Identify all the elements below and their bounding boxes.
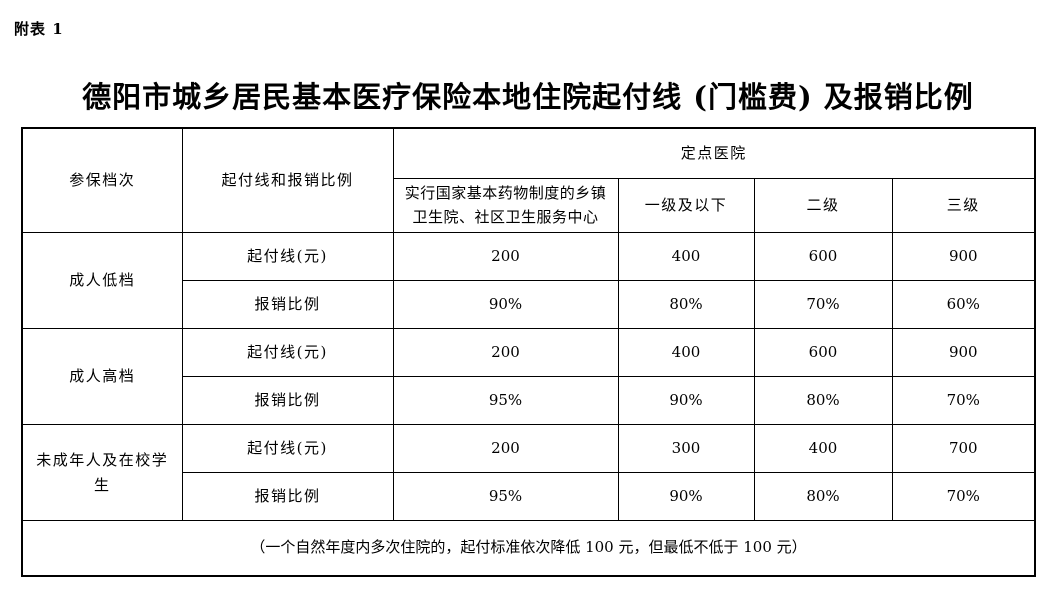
value-cell: 95% (392, 376, 619, 425)
value-cell: 600 (753, 232, 893, 281)
tier-adult-high: 成人高档 (21, 328, 183, 425)
value-cell: 95% (392, 472, 619, 521)
table-row: 报销比例 90% 80% 70% 60% (22, 280, 1036, 329)
metric-reimbursement: 报销比例 (181, 376, 394, 425)
value-cell: 200 (392, 424, 619, 473)
value-cell: 900 (891, 232, 1036, 281)
value-cell: 400 (617, 232, 755, 281)
table-row: 报销比例 95% 90% 80% 70% (22, 472, 1036, 521)
table-row: 未成年人及在校学生 起付线(元) 200 300 400 700 (21, 424, 1036, 521)
value-cell: 300 (617, 424, 755, 473)
metric-reimbursement: 报销比例 (181, 280, 394, 329)
value-cell: 90% (617, 376, 755, 425)
value-cell: 90% (392, 280, 619, 329)
metric-deductible: 起付线(元) (181, 232, 394, 281)
value-cell: 80% (753, 376, 893, 425)
tier-adult-low: 成人低档 (21, 232, 183, 329)
page-title: 德阳市城乡居民基本医疗保险本地住院起付线 (门槛费) 及报销比例 (82, 80, 974, 114)
value-cell: 900 (891, 328, 1036, 377)
header-tier: 参保档次 (21, 127, 183, 233)
header-level-1-below: 一级及以下 (617, 177, 755, 233)
header-level-3: 三级 (891, 177, 1036, 233)
header-level-2: 二级 (753, 177, 893, 233)
value-cell: 400 (753, 424, 893, 473)
table-footnote: （一个自然年度内多次住院的，起付标准依次降低 100 元，但最低不低于 100 … (21, 520, 1036, 576)
value-cell: 400 (617, 328, 755, 377)
value-cell: 700 (891, 424, 1036, 473)
value-cell: 70% (891, 472, 1036, 521)
appendix-tag: 附表 1 (14, 20, 64, 38)
header-township-centers: 实行国家基本药物制度的乡镇卫生院、社区卫生服务中心 (392, 177, 619, 233)
value-cell: 80% (617, 280, 755, 329)
value-cell: 600 (753, 328, 893, 377)
value-cell: 60% (891, 280, 1036, 329)
value-cell: 90% (617, 472, 755, 521)
value-cell: 80% (753, 472, 893, 521)
value-cell: 70% (753, 280, 893, 329)
metric-reimbursement: 报销比例 (181, 472, 394, 521)
metric-deductible: 起付线(元) (181, 424, 394, 473)
value-cell: 200 (392, 328, 619, 377)
footnote-row: （一个自然年度内多次住院的，起付标准依次降低 100 元，但最低不低于 100 … (21, 520, 1036, 576)
tier-minors-students: 未成年人及在校学生 (21, 424, 183, 521)
header-designated-hospitals: 定点医院 (392, 127, 1036, 179)
metric-deductible: 起付线(元) (181, 328, 394, 377)
table-row: 成人低档 起付线(元) 200 400 600 900 (21, 232, 1036, 329)
header-metric: 起付线和报销比例 (181, 127, 394, 233)
header-row-2: 实行国家基本药物制度的乡镇卫生院、社区卫生服务中心 一级及以下 二级 三级 (22, 177, 1036, 233)
value-cell: 200 (392, 232, 619, 281)
header-row-1: 参保档次 起付线和报销比例 定点医院 (21, 127, 1036, 233)
insurance-table: 参保档次 起付线和报销比例 定点医院 实行国家基本药物制度的乡镇卫生院、社区卫生… (21, 127, 1037, 577)
table-row: 成人高档 起付线(元) 200 400 600 900 (21, 328, 1036, 425)
value-cell: 70% (891, 376, 1036, 425)
